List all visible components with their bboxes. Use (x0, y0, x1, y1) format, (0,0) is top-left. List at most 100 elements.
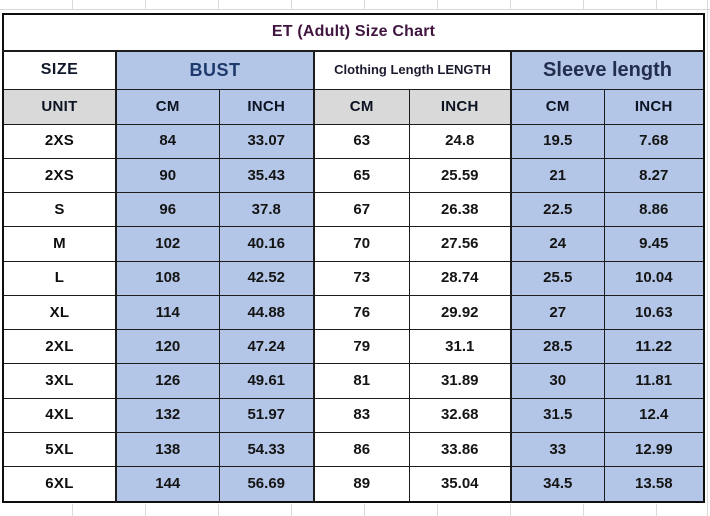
header-unit: UNIT (2, 88, 117, 125)
value-cell: 33.07 (218, 123, 315, 159)
value-cell: 63 (313, 123, 410, 159)
table-row: 2XS 84 33.07 63 24.8 19.5 7.68 (2, 123, 705, 159)
value-cell: 90 (115, 157, 220, 194)
value-cell: 12.4 (603, 397, 705, 433)
value-cell: 32.68 (408, 397, 512, 433)
size-cell: XL (2, 294, 117, 331)
header-clothing-length: Clothing Length LENGTH (313, 50, 512, 90)
value-cell: 83 (313, 397, 410, 433)
value-cell: 29.92 (408, 294, 512, 331)
value-cell: 7.68 (603, 123, 705, 159)
value-cell: 79 (313, 329, 410, 365)
value-cell: 67 (313, 192, 410, 228)
value-cell: 30 (510, 363, 605, 399)
header-sleeve-cm: CM (510, 88, 605, 125)
size-rows: 2XS 84 33.07 63 24.8 19.5 7.68 2XS 90 35.43 65 25.5… (2, 123, 705, 503)
value-cell: 138 (115, 431, 220, 468)
value-cell: 31.89 (408, 363, 512, 399)
bottom-gridlines (0, 504, 710, 516)
value-cell: 96 (115, 192, 220, 228)
header-length-inch: INCH (408, 88, 512, 125)
value-cell: 19.5 (510, 123, 605, 159)
size-cell: 3XL (2, 363, 117, 399)
value-cell: 49.61 (218, 363, 315, 399)
table-row: 2XL 120 47.24 79 31.1 28.5 11.22 (2, 329, 705, 365)
value-cell: 24 (510, 226, 605, 262)
value-cell: 33 (510, 431, 605, 468)
table-row: 3XL 126 49.61 81 31.89 30 11.81 (2, 363, 705, 399)
size-cell: S (2, 192, 117, 228)
value-cell: 11.22 (603, 329, 705, 365)
value-cell: 34.5 (510, 466, 605, 503)
value-cell: 44.88 (218, 294, 315, 331)
header-bust-inch: INCH (218, 88, 315, 125)
size-cell: 2XS (2, 123, 117, 159)
value-cell: 8.86 (603, 192, 705, 228)
value-cell: 51.97 (218, 397, 315, 433)
value-cell: 47.24 (218, 329, 315, 365)
value-cell: 40.16 (218, 226, 315, 262)
value-cell: 31.5 (510, 397, 605, 433)
value-cell: 25.5 (510, 260, 605, 296)
value-cell: 26.38 (408, 192, 512, 228)
value-cell: 81 (313, 363, 410, 399)
value-cell: 28.74 (408, 260, 512, 296)
table-row: L 108 42.52 73 28.74 25.5 10.04 (2, 260, 705, 296)
header-bust-cm: CM (115, 88, 220, 125)
value-cell: 89 (313, 466, 410, 503)
value-cell: 33.86 (408, 431, 512, 468)
value-cell: 21 (510, 157, 605, 194)
value-cell: 126 (115, 363, 220, 399)
size-chart-table: ET (Adult) Size Chart SIZE BUST Clothing… (2, 13, 706, 503)
size-cell: L (2, 260, 117, 296)
value-cell: 13.58 (603, 466, 705, 503)
header-sleeve-length: Sleeve length (509, 50, 705, 90)
value-cell: 35.04 (408, 466, 512, 503)
size-cell: 6XL (2, 466, 117, 503)
value-cell: 37.8 (218, 192, 315, 228)
header-bust: BUST (115, 50, 315, 90)
header-size: SIZE (2, 50, 117, 90)
value-cell: 73 (313, 260, 410, 296)
table-row: 4XL 132 51.97 83 32.68 31.5 12.4 (2, 397, 705, 433)
value-cell: 84 (115, 123, 220, 159)
value-cell: 9.45 (603, 226, 705, 262)
value-cell: 144 (115, 466, 220, 503)
value-cell: 114 (115, 294, 220, 331)
value-cell: 28.5 (510, 329, 605, 365)
table-row: M 102 40.16 70 27.56 24 9.45 (2, 226, 705, 262)
header-sleeve-inch: INCH (603, 88, 705, 125)
right-gridline (707, 0, 708, 516)
value-cell: 10.63 (603, 294, 705, 331)
value-cell: 11.81 (603, 363, 705, 399)
value-cell: 27.56 (408, 226, 512, 262)
table-row: 6XL 144 56.69 89 35.04 34.5 13.58 (2, 466, 705, 503)
value-cell: 65 (313, 157, 410, 194)
value-cell: 10.04 (603, 260, 705, 296)
value-cell: 12.99 (603, 431, 705, 468)
value-cell: 76 (313, 294, 410, 331)
value-cell: 120 (115, 329, 220, 365)
table-row: 2XS 90 35.43 65 25.59 21 8.27 (2, 157, 705, 194)
header-length-cm: CM (313, 88, 410, 125)
value-cell: 31.1 (408, 329, 512, 365)
size-cell: 5XL (2, 431, 117, 468)
top-gridlines (0, 0, 710, 10)
table-row: XL 114 44.88 76 29.92 27 10.63 (2, 294, 705, 331)
value-cell: 54.33 (218, 431, 315, 468)
unit-row: UNIT CM INCH CM INCH CM INCH (2, 88, 705, 125)
value-cell: 27 (510, 294, 605, 331)
value-cell: 8.27 (603, 157, 705, 194)
value-cell: 35.43 (218, 157, 315, 194)
value-cell: 24.8 (408, 123, 512, 159)
value-cell: 86 (313, 431, 410, 468)
table-row: 5XL 138 54.33 86 33.86 33 12.99 (2, 431, 705, 468)
size-cell: 2XS (2, 157, 117, 194)
value-cell: 70 (313, 226, 410, 262)
value-cell: 102 (115, 226, 220, 262)
size-cell: M (2, 226, 117, 262)
value-cell: 25.59 (408, 157, 512, 194)
size-cell: 2XL (2, 329, 117, 365)
size-cell: 4XL (2, 397, 117, 433)
page-title: ET (Adult) Size Chart (2, 13, 705, 52)
